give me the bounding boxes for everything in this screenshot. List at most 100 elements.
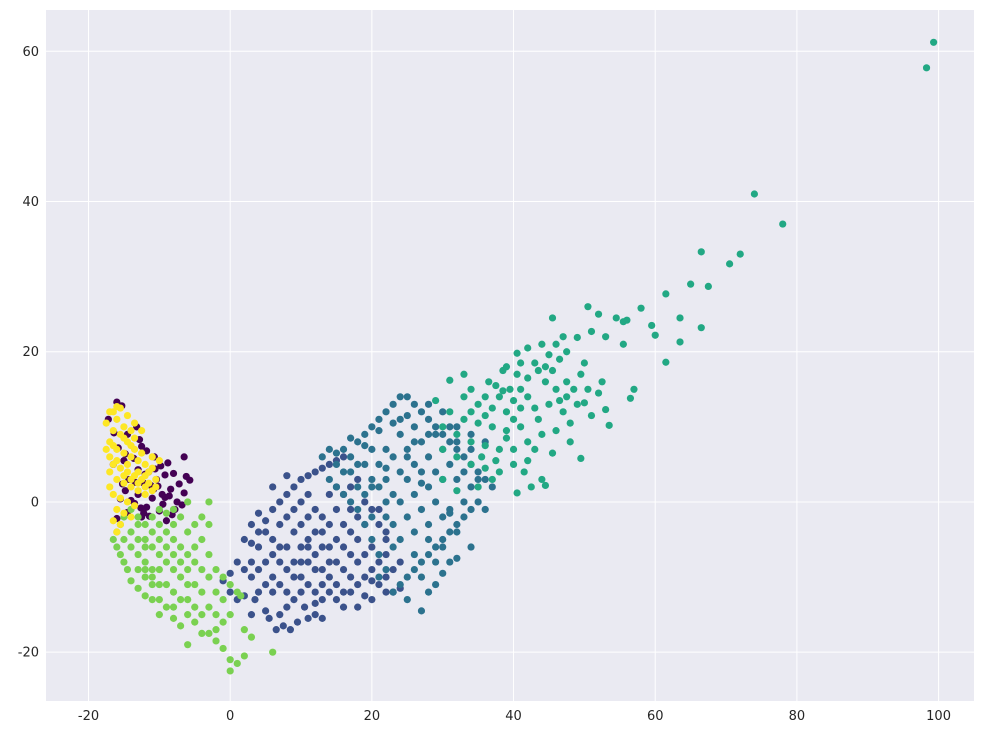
scatter-point bbox=[226, 569, 234, 577]
scatter-point bbox=[226, 667, 234, 675]
scatter-point bbox=[318, 596, 326, 604]
scatter-point bbox=[155, 457, 163, 465]
scatter-point bbox=[130, 419, 139, 427]
scatter-point bbox=[304, 614, 312, 622]
scatter-point bbox=[339, 468, 348, 476]
scatter-point bbox=[548, 314, 557, 322]
scatter-point bbox=[509, 460, 518, 469]
scatter-point bbox=[293, 618, 302, 626]
scatter-point bbox=[325, 475, 333, 484]
scatter-point bbox=[304, 513, 312, 521]
scatter-point bbox=[481, 411, 489, 420]
plot-background bbox=[46, 10, 974, 701]
scatter-point bbox=[382, 573, 390, 581]
scatter-point bbox=[502, 408, 511, 416]
scatter-point bbox=[113, 457, 121, 465]
scatter-point bbox=[354, 558, 362, 566]
scatter-point bbox=[467, 385, 475, 393]
scatter-point bbox=[474, 400, 482, 408]
scatter-point bbox=[467, 445, 475, 453]
scatter-point bbox=[269, 535, 277, 544]
scatter-point bbox=[226, 588, 234, 596]
scatter-point bbox=[106, 468, 114, 476]
scatter-point bbox=[283, 603, 291, 611]
scatter-point bbox=[524, 344, 532, 352]
scatter-point bbox=[467, 408, 475, 416]
scatter-point bbox=[520, 468, 528, 476]
scatter-point bbox=[587, 327, 596, 336]
scatter-point bbox=[382, 464, 390, 472]
scatter-point bbox=[347, 528, 355, 536]
scatter-point bbox=[113, 415, 121, 423]
scatter-point bbox=[109, 442, 117, 450]
scatter-point bbox=[120, 434, 128, 442]
scatter-point bbox=[184, 580, 192, 589]
scatter-point bbox=[424, 535, 433, 544]
scatter-point bbox=[182, 472, 190, 481]
scatter-point bbox=[205, 573, 213, 581]
scatter-point bbox=[212, 626, 220, 634]
scatter-point bbox=[205, 629, 213, 638]
scatter-point bbox=[467, 505, 475, 514]
scatter-point bbox=[432, 580, 440, 589]
scatter-point bbox=[354, 483, 362, 491]
scatter-point bbox=[382, 550, 390, 559]
scatter-point bbox=[141, 573, 149, 581]
scatter-point bbox=[563, 348, 571, 356]
scatter-point bbox=[176, 513, 185, 521]
scatter-point bbox=[467, 438, 475, 446]
scatter-point bbox=[339, 490, 348, 499]
x-tick-label: 40 bbox=[505, 709, 522, 724]
scatter-point bbox=[389, 520, 397, 529]
scatter-point bbox=[410, 528, 418, 536]
scatter-point bbox=[619, 340, 627, 348]
scatter-point bbox=[120, 558, 128, 566]
scatter-point bbox=[361, 550, 369, 559]
scatter-point bbox=[240, 535, 248, 544]
scatter-point bbox=[123, 565, 132, 574]
scatter-point bbox=[169, 603, 178, 611]
scatter-point bbox=[417, 479, 426, 487]
scatter-point bbox=[424, 520, 433, 529]
scatter-point bbox=[191, 543, 199, 551]
scatter-point bbox=[269, 588, 277, 596]
scatter-point bbox=[137, 504, 145, 512]
scatter-point bbox=[524, 393, 532, 401]
scatter-point bbox=[176, 543, 185, 551]
scatter-point bbox=[467, 543, 475, 551]
scatter-point bbox=[332, 580, 341, 589]
scatter-point bbox=[517, 385, 525, 393]
scatter-point bbox=[130, 434, 139, 442]
scatter-point bbox=[297, 475, 305, 484]
scatter-point bbox=[164, 459, 172, 467]
scatter-point bbox=[439, 513, 447, 521]
scatter-point bbox=[205, 520, 213, 529]
scatter-point bbox=[332, 596, 341, 604]
scatter-point bbox=[524, 457, 532, 465]
scatter-point bbox=[162, 517, 171, 525]
scatter-point bbox=[410, 550, 418, 559]
scatter-point bbox=[432, 423, 440, 431]
scatter-point bbox=[648, 321, 656, 330]
x-tick-label: -20 bbox=[78, 709, 99, 724]
scatter-point bbox=[538, 430, 546, 438]
scatter-point bbox=[467, 483, 475, 491]
scatter-point bbox=[120, 423, 128, 431]
scatter-point bbox=[247, 611, 256, 619]
scatter-point bbox=[240, 652, 248, 660]
scatter-point bbox=[446, 528, 454, 536]
scatter-point bbox=[375, 460, 383, 469]
scatter-point bbox=[178, 501, 186, 509]
scatter-point bbox=[545, 351, 553, 359]
scatter-point bbox=[446, 423, 454, 431]
scatter-point bbox=[233, 659, 241, 668]
scatter-point bbox=[148, 565, 156, 574]
scatter-point bbox=[332, 483, 341, 491]
scatter-point bbox=[467, 460, 475, 469]
scatter-point bbox=[148, 494, 156, 502]
scatter-point bbox=[318, 464, 326, 472]
scatter-point bbox=[347, 453, 355, 461]
scatter-point bbox=[311, 588, 319, 596]
scatter-point bbox=[410, 423, 418, 431]
scatter-point bbox=[311, 611, 319, 619]
